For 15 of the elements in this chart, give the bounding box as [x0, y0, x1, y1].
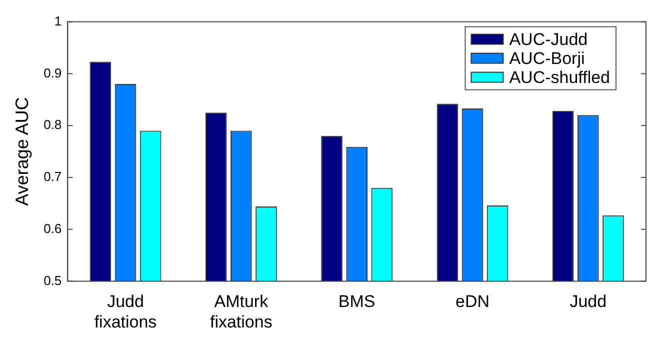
y-tick-label: 0.7 [44, 169, 62, 184]
y-axis-title: Average AUC [12, 97, 32, 206]
x-tick-label: Judd fixations [94, 292, 157, 332]
y-tick-label: 0.6 [44, 220, 62, 236]
x-tick-label: Judd [570, 292, 607, 312]
y-tick-label: 0.9 [44, 65, 62, 80]
legend-label: AUC-Borji [509, 48, 585, 68]
legend-label: AUC-Judd [509, 30, 588, 49]
y-tick-label: 1 [54, 13, 62, 28]
x-tick-label: eDN [455, 292, 490, 312]
x-tick-label: BMS [338, 292, 376, 312]
y-tick-label: 0.8 [44, 117, 62, 132]
x-tick-label: AMturk fixations [210, 292, 272, 332]
legend-label: AUC-shuffled [509, 68, 610, 87]
y-tick-label: 0.5 [44, 272, 62, 288]
